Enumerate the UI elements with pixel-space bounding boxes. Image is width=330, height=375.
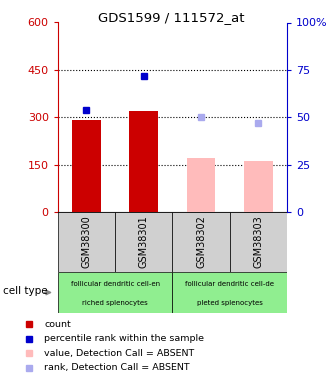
Text: GSM38303: GSM38303 xyxy=(253,216,263,268)
Text: value, Detection Call = ABSENT: value, Detection Call = ABSENT xyxy=(45,349,195,358)
Text: percentile rank within the sample: percentile rank within the sample xyxy=(45,334,204,343)
Bar xyxy=(230,212,287,272)
Text: rank, Detection Call = ABSENT: rank, Detection Call = ABSENT xyxy=(45,363,190,372)
Bar xyxy=(173,272,287,313)
Bar xyxy=(173,212,230,272)
Text: cell type: cell type xyxy=(3,286,48,296)
Text: count: count xyxy=(45,320,71,328)
Text: GDS1599 / 111572_at: GDS1599 / 111572_at xyxy=(98,11,245,24)
Bar xyxy=(187,158,215,212)
Text: GSM38301: GSM38301 xyxy=(139,216,149,268)
Text: GSM38302: GSM38302 xyxy=(196,215,206,268)
Bar xyxy=(72,120,101,212)
Bar xyxy=(58,212,115,272)
Text: GSM38300: GSM38300 xyxy=(82,216,91,268)
Bar xyxy=(244,161,273,212)
Text: pleted splenocytes: pleted splenocytes xyxy=(197,300,263,306)
Text: riched splenocytes: riched splenocytes xyxy=(82,300,148,306)
Text: follicular dendritic cell-de: follicular dendritic cell-de xyxy=(185,281,274,287)
Bar xyxy=(115,212,173,272)
Bar xyxy=(129,111,158,212)
Bar xyxy=(58,272,173,313)
Text: follicular dendritic cell-en: follicular dendritic cell-en xyxy=(71,281,160,287)
